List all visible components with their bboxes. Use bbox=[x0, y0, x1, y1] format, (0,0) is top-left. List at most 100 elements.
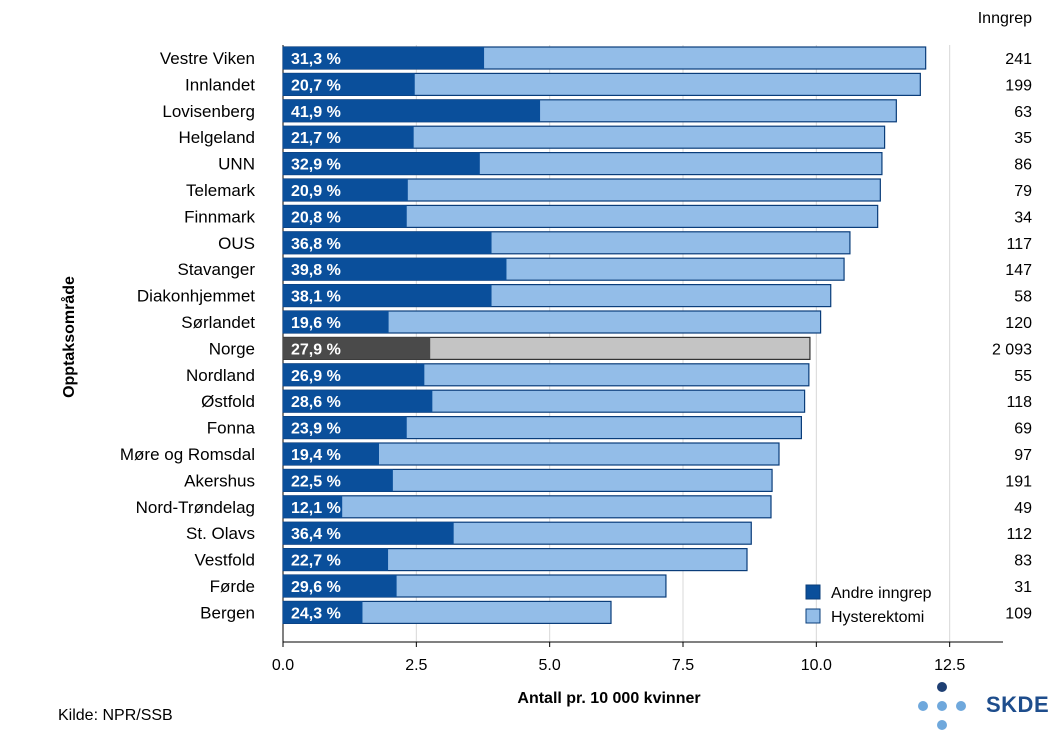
source-note: Kilde: NPR/SSB bbox=[58, 707, 173, 724]
bar-pct-label: 29,6 % bbox=[291, 579, 341, 596]
inngrep-value: 83 bbox=[1014, 553, 1032, 570]
legend: Andre inngrep Hysterektomi bbox=[805, 584, 932, 626]
bar-pct-label: 38,1 % bbox=[291, 289, 341, 306]
legend-swatch-andre bbox=[805, 584, 821, 600]
bar-andre-inngrep bbox=[283, 495, 343, 518]
bar-andre-inngrep bbox=[283, 390, 433, 413]
bar-pct-label: 12,1 % bbox=[291, 500, 341, 517]
category-label: Lovisenberg bbox=[162, 102, 255, 121]
bar-andre-inngrep bbox=[283, 231, 492, 254]
category-label: Sørlandet bbox=[181, 313, 255, 332]
inngrep-value: 35 bbox=[1014, 130, 1032, 147]
y-axis-title: Opptaksområde bbox=[60, 276, 78, 398]
inngrep-value: 241 bbox=[1005, 51, 1032, 68]
category-label: Helgeland bbox=[178, 128, 255, 147]
bar-andre-inngrep bbox=[283, 601, 363, 624]
bar-andre-inngrep bbox=[283, 443, 379, 465]
bar-andre-inngrep bbox=[283, 548, 389, 571]
inngrep-value: 63 bbox=[1014, 104, 1032, 121]
bar-pct-label: 19,4 % bbox=[291, 447, 341, 464]
bar-hysterektomi bbox=[282, 495, 772, 519]
x-tick-label: 12.5 bbox=[934, 657, 965, 674]
inngrep-value: 199 bbox=[1005, 77, 1032, 94]
inngrep-labels: 241 199 63 35 86 79 34 117 147 58 120 2 093 55 118 69 9… bbox=[992, 51, 1032, 622]
skde-logo-text: SKDE bbox=[986, 692, 1050, 717]
inngrep-value: 112 bbox=[1006, 526, 1032, 543]
bar-andre-inngrep bbox=[283, 179, 408, 201]
category-label: Telemark bbox=[186, 181, 255, 200]
inngrep-value: 79 bbox=[1014, 183, 1032, 200]
bar-pct-label: 41,9 % bbox=[291, 104, 341, 121]
category-label: Norge bbox=[209, 339, 255, 358]
category-label: OUS bbox=[218, 234, 255, 253]
skde-logo: SKDE bbox=[916, 680, 1056, 736]
legend-label-andre: Andre inngrep bbox=[831, 585, 932, 602]
category-label: UNN bbox=[218, 155, 255, 174]
category-label: Vestre Viken bbox=[160, 49, 255, 68]
bar-pct-label: 24,3 % bbox=[291, 605, 341, 622]
inngrep-value: 55 bbox=[1014, 368, 1032, 385]
bar-andre-inngrep bbox=[283, 47, 485, 69]
category-label: Nord-Trøndelag bbox=[136, 498, 255, 517]
category-label: Innlandet bbox=[185, 75, 255, 94]
inngrep-value: 31 bbox=[1014, 579, 1032, 596]
category-label: Finnmark bbox=[184, 207, 255, 226]
bar-andre-inngrep bbox=[283, 469, 393, 492]
category-label: St. Olavs bbox=[186, 524, 255, 543]
legend-swatch-hyst bbox=[805, 608, 821, 624]
x-tick-label: 10.0 bbox=[801, 657, 832, 674]
bar-andre-inngrep bbox=[283, 363, 425, 386]
bar-andre-inngrep bbox=[283, 522, 454, 545]
x-tick-label: 5.0 bbox=[539, 657, 561, 674]
bar-pct-label: 20,9 % bbox=[291, 183, 341, 200]
bar-pct-label: 39,8 % bbox=[291, 262, 341, 279]
inngrep-value: 120 bbox=[1005, 315, 1032, 332]
x-tick-label: 0.0 bbox=[272, 657, 294, 674]
x-tick-label: 7.5 bbox=[672, 657, 694, 674]
bar-pct-label: 20,8 % bbox=[291, 209, 341, 226]
inngrep-value: 191 bbox=[1005, 473, 1032, 490]
bar-andre-inngrep bbox=[283, 152, 480, 175]
category-label: Førde bbox=[210, 577, 255, 596]
inngrep-value: 118 bbox=[1006, 394, 1032, 411]
inngrep-value: 117 bbox=[1006, 236, 1032, 253]
category-label: Nordland bbox=[186, 366, 255, 385]
category-label: Fonna bbox=[207, 419, 256, 438]
category-label: Diakonhjemmet bbox=[137, 287, 255, 306]
category-labels: Vestre Viken Innlandet Lovisenberg Helgelan… bbox=[120, 49, 256, 622]
bar-andre-inngrep bbox=[283, 284, 492, 307]
bar-pct-label: 21,7 % bbox=[291, 130, 341, 147]
bar-andre-inngrep bbox=[283, 416, 407, 439]
bar-andre-inngrep bbox=[283, 258, 507, 281]
bar-pct-label: 22,5 % bbox=[291, 473, 341, 490]
bar-andre-inngrep bbox=[283, 311, 389, 333]
bars: 31,3 % 20,7 % 41,9 % 21,7 % 32,9 % 20,9 % 20,8… bbox=[282, 46, 927, 625]
bar-pct-label: 32,9 % bbox=[291, 157, 341, 174]
bar-andre-inngrep bbox=[283, 73, 415, 96]
bar-andre-inngrep bbox=[283, 337, 431, 360]
bar-pct-label: 22,7 % bbox=[291, 553, 341, 570]
bar-pct-label: 23,9 % bbox=[291, 421, 341, 438]
x-tick-label: 2.5 bbox=[405, 657, 427, 674]
inngrep-value: 147 bbox=[1005, 262, 1032, 279]
inngrep-value: 109 bbox=[1005, 605, 1032, 622]
bar-pct-label: 31,3 % bbox=[291, 51, 341, 68]
inngrep-value: 49 bbox=[1014, 500, 1032, 517]
inngrep-value: 69 bbox=[1014, 421, 1032, 438]
inngrep-value: 58 bbox=[1014, 289, 1032, 306]
bar-pct-label: 36,8 % bbox=[291, 236, 341, 253]
category-label: Bergen bbox=[200, 603, 255, 622]
x-ticks: 0.0 2.5 5.0 7.5 10.0 12.5 bbox=[272, 642, 965, 674]
skde-logo-icon bbox=[918, 682, 966, 730]
bar-pct-label: 19,6 % bbox=[291, 315, 341, 332]
bar-pct-label: 27,9 % bbox=[291, 341, 341, 358]
bar-pct-label: 36,4 % bbox=[291, 526, 341, 543]
bar-pct-label: 20,7 % bbox=[291, 77, 341, 94]
bar-andre-inngrep bbox=[283, 99, 541, 122]
bar-andre-inngrep bbox=[283, 205, 407, 228]
inngrep-value: 97 bbox=[1014, 447, 1032, 464]
category-label: Vestfold bbox=[195, 551, 256, 570]
x-axis-title: Antall pr. 10 000 kvinner bbox=[517, 690, 700, 707]
category-label: Akershus bbox=[184, 471, 255, 490]
